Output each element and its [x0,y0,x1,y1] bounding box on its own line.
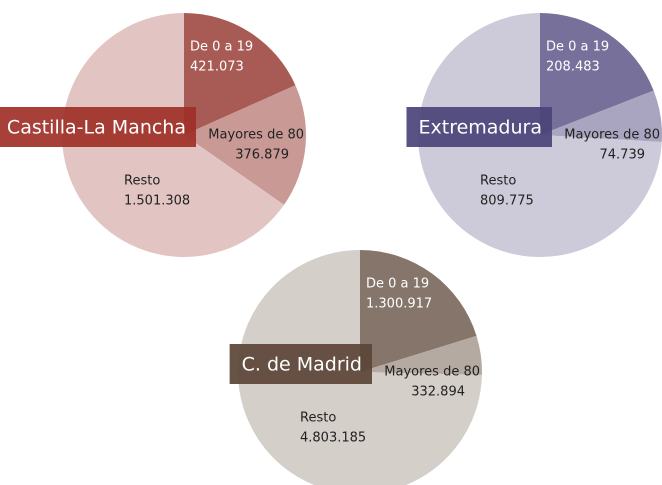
title-box [229,344,372,384]
pie-slice [360,335,482,375]
pie-slice [184,13,296,135]
chart-title: Extremadura [419,117,543,139]
pie: De 0 a 19 208.483 Mayores de 80 74.739 Resto… [406,13,662,257]
pie: De 0 a 19 421.073 Mayores de 80 376.879 Rest… [0,13,307,257]
slice-label: De 0 a 19 [190,40,253,55]
pie-slice [360,250,477,372]
slice-label: Resto [124,174,160,189]
slice-value: 74.739 [600,148,646,163]
pie-slice [184,85,307,205]
slice-label: De 0 a 19 [546,40,609,55]
pie: De 0 a 19 1.300.917 Mayores de 80 332.894 Re… [229,250,482,485]
slice-label: Mayores de 80 [564,128,660,143]
slice-value: 376.879 [235,148,289,163]
chart-title: C. de Madrid [242,354,362,376]
title-box [0,107,196,147]
pie-slice [540,13,654,135]
slice-value: 332.894 [411,385,465,400]
slice-value: 208.483 [546,60,600,75]
slice-label: Resto [480,174,516,189]
slice-label: Mayores de 80 [384,365,480,380]
slice-label: Mayores de 80 [208,128,304,143]
slice-value: 809.775 [480,194,534,209]
slice-value: 4.803.185 [300,431,366,446]
slice-value: 1.300.917 [366,297,432,312]
slice-label: De 0 a 19 [366,277,429,292]
pie-slice [540,90,662,142]
slice-value: 1.501.308 [124,194,190,209]
title-box [406,107,552,147]
slice-label: Resto [300,411,336,426]
chart-title: Castilla-La Mancha [7,117,186,139]
slice-value: 421.073 [190,60,244,75]
